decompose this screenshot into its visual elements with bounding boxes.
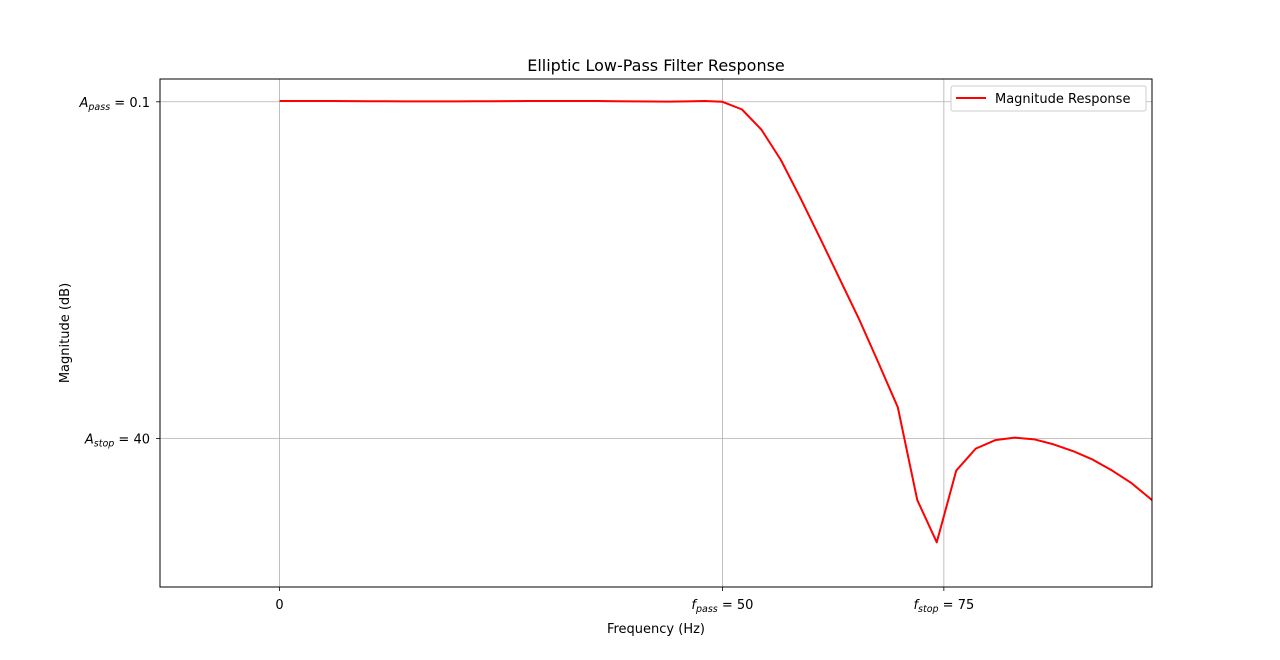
legend-box [950, 85, 1147, 112]
tick-label-value: = 40 [114, 432, 150, 447]
tick-label-value: = 75 [939, 598, 975, 613]
tick-label-value: = 50 [718, 598, 754, 613]
y-axis-label: Magnitude (dB) [58, 283, 73, 383]
plot-frame [159, 78, 1153, 588]
tick-label-symbol: A [84, 432, 94, 447]
tick-label-subscript: pass [695, 604, 718, 615]
legend: Magnitude Response [950, 85, 1147, 112]
tick-label-symbol: A [78, 96, 88, 111]
chart-title: Elliptic Low-Pass Filter Response [527, 56, 785, 75]
x-ticks: 0 fpass = 50 fstop = 75 [275, 587, 974, 615]
tick-label: 0 [275, 598, 283, 613]
tick-label-symbol: f [913, 598, 920, 613]
tick-label-subscript: stop [94, 438, 115, 449]
tick-label-subscript: pass [87, 102, 110, 113]
tick-label: fpass = 50 [691, 598, 753, 615]
tick-label-value: = 0.1 [110, 96, 150, 111]
tick-label: fstop = 75 [913, 598, 974, 615]
tick-label: Apass = 0.1 [78, 96, 150, 113]
series-line-magnitude-response [279, 99, 1152, 544]
series-group [279, 99, 1152, 544]
legend-label: Magnitude Response [995, 92, 1130, 107]
tick-label-subscript: stop [918, 604, 939, 615]
x-axis-label: Frequency (Hz) [607, 622, 705, 637]
tick-label: Astop = 40 [84, 432, 150, 449]
tick-label-symbol: f [691, 598, 698, 613]
